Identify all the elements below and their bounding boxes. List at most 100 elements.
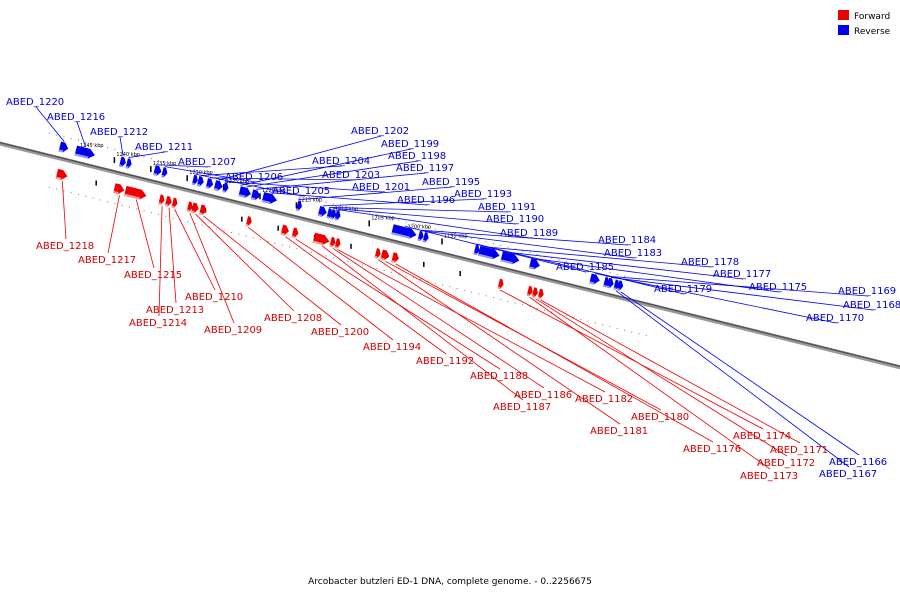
guide-dot-bottom	[543, 309, 545, 311]
guide-dot-top	[500, 244, 502, 246]
forward-gene-label: ABED_1217	[78, 255, 136, 266]
reverse-gene-label: ABED_1177	[713, 269, 771, 280]
guide-dot-bottom	[238, 233, 240, 235]
gene-arrow-shade	[245, 223, 249, 227]
reverse-gene-leader	[424, 230, 635, 259]
reverse-gene-ABED_1183	[422, 232, 429, 243]
guide-dot-top	[158, 159, 160, 161]
forward-gene-ABED_1186	[329, 236, 336, 248]
gene-arrow	[374, 248, 381, 259]
reverse-gene-label: ABED_1216	[47, 112, 105, 123]
guide-dot-top	[187, 167, 189, 169]
gene-arrow	[330, 209, 337, 220]
forward-gene-leader	[321, 245, 524, 401]
gene-arrow	[58, 141, 69, 153]
guide-dot-bottom	[332, 257, 334, 259]
gene-arrow-shade	[526, 293, 530, 297]
guide-dot-bottom	[427, 280, 429, 282]
gene-arrow	[606, 277, 614, 289]
guide-dot-top	[245, 181, 247, 183]
gene-arrow	[199, 204, 207, 216]
reverse-gene-leader	[256, 172, 427, 190]
guide-dot-top	[274, 188, 276, 190]
guide-dot-bottom	[609, 326, 611, 328]
scale-tick-label: 1245 kbp	[80, 143, 104, 149]
reverse-gene-ABED_1190	[330, 209, 337, 220]
forward-gene-label: ABED_1210	[185, 292, 243, 303]
guide-dot-bottom	[492, 297, 494, 299]
guide-dot-bottom	[347, 260, 349, 262]
reverse-gene-label: ABED_1203	[322, 170, 380, 181]
reverse-gene-label: ABED_1179	[654, 284, 712, 295]
guide-dot-bottom	[456, 288, 458, 290]
reverse-gene-ABED_1201	[222, 182, 229, 193]
gene-arrow	[164, 196, 172, 207]
reverse-gene-label: ABED_1185	[556, 262, 614, 273]
forward-gene-leader	[195, 213, 295, 312]
gene-arrow	[295, 200, 302, 211]
scale-tick-label: 1195 kbp	[444, 233, 468, 239]
gene-arrow	[391, 252, 399, 263]
guide-dot-bottom	[92, 197, 94, 199]
forward-gene-leader	[378, 259, 621, 425]
reverse-gene-label: ABED_1195	[422, 177, 480, 188]
guide-dot-top	[376, 214, 378, 216]
gene-arrow-shade	[196, 183, 201, 187]
reverse-gene-ABED_1203	[205, 178, 214, 189]
gene-arrow	[589, 273, 600, 285]
reverse-gene-ABED_1189	[334, 210, 341, 221]
gene-arrow	[119, 156, 126, 168]
reverse-gene-leader	[620, 291, 860, 456]
gene-arrow	[191, 202, 199, 214]
reverse-gene-ABED_1207	[153, 165, 162, 176]
gene-arrow-shade	[74, 153, 89, 159]
reverse-gene-leader	[128, 151, 166, 158]
forward-gene-ABED_1210	[171, 197, 178, 208]
guide-dot-top	[420, 225, 422, 227]
forward-gene-leader	[529, 296, 771, 470]
guide-dot-bottom	[296, 248, 298, 250]
reverse-gene-ABED_1204	[196, 175, 204, 187]
reverse-gene-leader	[158, 164, 209, 168]
guide-dot-top	[492, 243, 494, 245]
scale-tick-label: 1235 kbp	[153, 161, 177, 167]
reverse-gene-ABED_1179	[473, 244, 480, 256]
forward-gene-leader	[158, 205, 163, 317]
reverse-gene-leader	[605, 275, 869, 297]
guide-dot-bottom	[179, 219, 181, 221]
reverse-gene-label: ABED_1175	[749, 282, 807, 293]
guide-dot-bottom	[165, 215, 167, 217]
reverse-gene-leader	[337, 209, 531, 239]
gene-arrow	[317, 206, 327, 217]
reverse-gene-label: ABED_1196	[397, 195, 455, 206]
guide-dot-top	[63, 136, 65, 138]
guide-dot-top	[289, 192, 291, 194]
gene-arrow-shade	[125, 166, 129, 169]
gene-arrow	[205, 178, 214, 189]
guide-dot-top	[594, 268, 596, 270]
guide-dot-top	[267, 187, 269, 189]
guide-dot-top	[478, 239, 480, 241]
guide-dot-top	[201, 170, 203, 172]
guide-dot-bottom	[638, 333, 640, 335]
forward-gene-label: ABED_1200	[311, 327, 369, 338]
reverse-gene-ABED_1206	[161, 167, 168, 178]
gene-arrow-shade	[191, 182, 195, 186]
gene-arrow-shade	[261, 199, 271, 204]
guide-dot-top	[442, 230, 443, 232]
guide-dot-top	[522, 250, 524, 252]
guide-dot-top	[48, 132, 50, 134]
gene-arrow-shade	[528, 266, 535, 270]
reverse-gene-label: ABED_1169	[838, 286, 896, 297]
guide-dot-top	[260, 185, 261, 187]
guide-dot-bottom	[522, 304, 524, 306]
gene-arrow-shade	[606, 285, 611, 289]
forward-gene-ABED_1194	[245, 216, 252, 227]
gene-arrow-shade	[537, 296, 541, 299]
guide-dot-bottom	[434, 282, 436, 284]
guide-dot-top	[412, 223, 414, 225]
reverse-gene-label: ABED_1211	[135, 142, 193, 153]
forward-gene-label: ABED_1214	[129, 318, 187, 329]
gene-arrow-shade	[417, 238, 421, 242]
